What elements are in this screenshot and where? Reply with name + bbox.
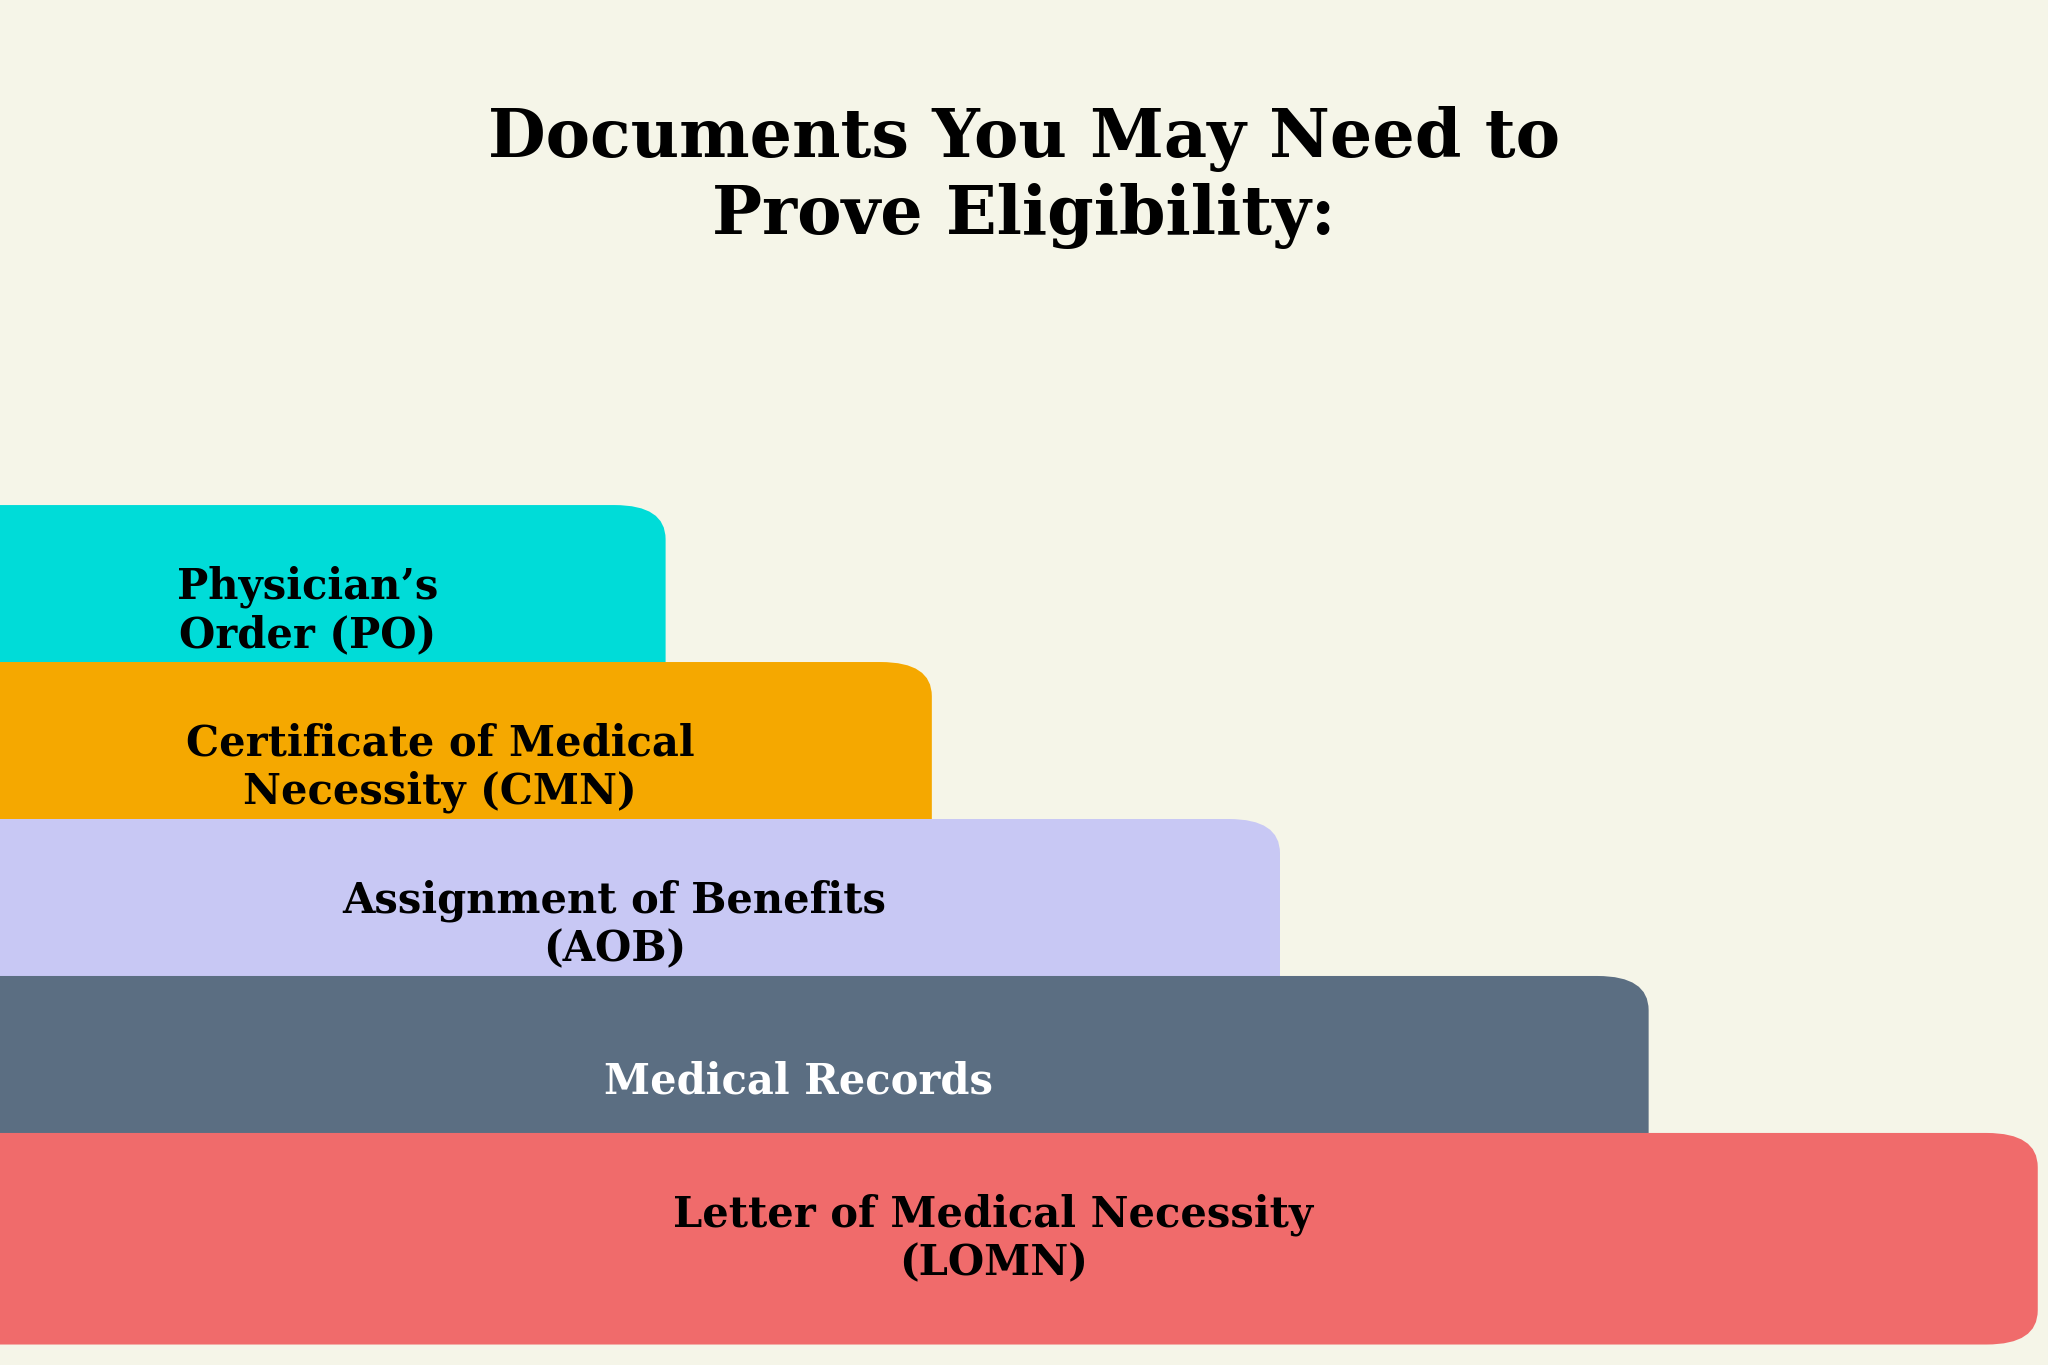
Text: Assignment of Benefits
(AOB): Assignment of Benefits (AOB) (342, 879, 887, 971)
FancyBboxPatch shape (0, 505, 666, 717)
FancyBboxPatch shape (0, 662, 932, 874)
Text: Physician’s
Order (PO): Physician’s Order (PO) (176, 565, 438, 657)
Text: Letter of Medical Necessity
(LOMN): Letter of Medical Necessity (LOMN) (674, 1193, 1313, 1284)
FancyBboxPatch shape (0, 1133, 2038, 1345)
FancyBboxPatch shape (0, 976, 1649, 1188)
Text: Medical Records: Medical Records (604, 1061, 993, 1103)
FancyBboxPatch shape (0, 819, 1280, 1031)
Text: Documents You May Need to
Prove Eligibility:: Documents You May Need to Prove Eligibil… (487, 106, 1561, 248)
Text: Certificate of Medical
Necessity (CMN): Certificate of Medical Necessity (CMN) (186, 722, 694, 814)
